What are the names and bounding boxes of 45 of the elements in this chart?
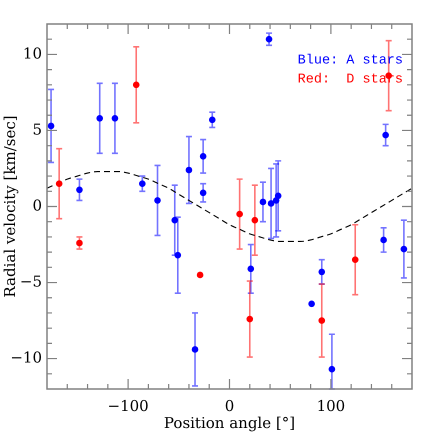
text: Blue: A stars [298,54,404,69]
point [352,256,359,264]
point [171,216,178,224]
point [132,82,140,88]
point [200,153,206,160]
point [247,266,254,272]
point [308,300,315,308]
x-tick-label: 100 [316,396,346,415]
y-tick-label: 5 [32,120,42,138]
point [380,236,387,244]
y-tick-label: 10 [22,44,42,62]
point [252,216,258,224]
point [186,166,192,174]
point [174,252,182,258]
point [236,210,243,218]
point [400,246,408,252]
y-tick-label: −5 [20,272,42,290]
point [260,198,266,206]
point [96,114,104,122]
point [208,116,216,124]
point [274,192,282,200]
y-tick-label: −10 [10,348,42,366]
point [328,366,336,373]
point [192,346,198,353]
point [76,240,83,246]
point [139,180,146,187]
point [268,200,274,207]
x-axis-title: Position angle [°] [164,414,296,432]
y-tick-label: 0 [32,196,42,214]
point [154,197,161,204]
x-tick-label: −100 [108,396,149,415]
point [318,317,326,324]
x-tick-label: 0 [224,396,234,415]
point [48,122,54,130]
line-series [47,170,412,242]
point [56,180,62,187]
point [196,272,204,278]
y-axis-title: Radial velocity [km/sec] [0,115,19,298]
point [266,36,272,43]
point [246,316,254,322]
point [318,268,326,276]
point [112,114,118,122]
point [382,132,389,138]
point [200,190,206,196]
point [76,186,83,194]
